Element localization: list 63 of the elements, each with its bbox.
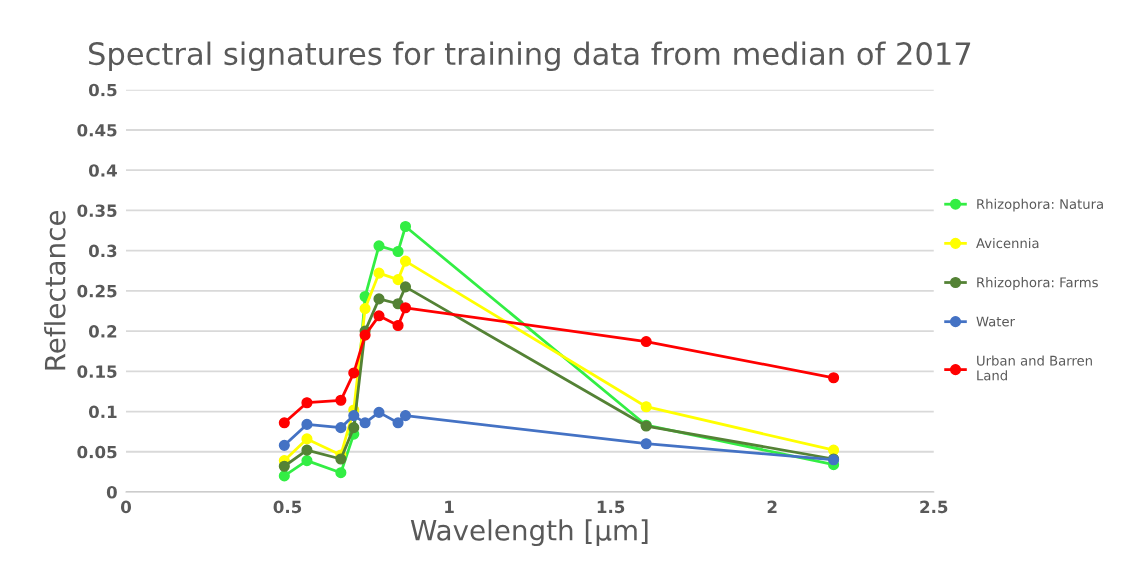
legend-label: Rhizophora: Farms bbox=[977, 277, 1098, 290]
point bbox=[301, 433, 313, 445]
legend-label: Rhizophora: Natura bbox=[977, 198, 1103, 212]
point bbox=[399, 255, 412, 267]
legend-label: Avicennia bbox=[976, 237, 1039, 249]
point bbox=[640, 401, 652, 413]
point bbox=[348, 422, 360, 434]
point bbox=[640, 438, 652, 450]
x-tick-label: 2.5 bbox=[920, 500, 948, 514]
point bbox=[301, 455, 313, 467]
y-tick-label: 0.2 bbox=[88, 325, 117, 338]
point bbox=[348, 367, 360, 379]
point bbox=[373, 240, 385, 252]
point bbox=[828, 372, 840, 384]
point bbox=[399, 220, 412, 233]
x-tick-label: 0 bbox=[121, 500, 131, 514]
point bbox=[373, 293, 385, 305]
x-tick-label: 1.5 bbox=[597, 500, 625, 514]
x-axis-title: Wavelength [µm] bbox=[410, 519, 648, 547]
y-tick-label: 0.15 bbox=[77, 365, 117, 378]
x-tick-label: 2 bbox=[767, 500, 777, 513]
legend-label: Urban and Barren Land bbox=[977, 355, 1092, 381]
y-tick-label: 0.25 bbox=[77, 284, 117, 298]
legend-label: Water bbox=[976, 316, 1015, 327]
point bbox=[399, 281, 412, 293]
point bbox=[359, 417, 371, 429]
point bbox=[392, 245, 404, 258]
point bbox=[335, 467, 347, 479]
point bbox=[335, 422, 347, 434]
point bbox=[392, 417, 404, 429]
point bbox=[301, 418, 313, 430]
point bbox=[392, 274, 404, 286]
chart-title: Spectral signatures for training data from median of 2017 bbox=[89, 41, 971, 72]
point bbox=[640, 336, 652, 348]
point bbox=[828, 444, 840, 456]
point bbox=[359, 329, 371, 341]
x-tick-label: 1 bbox=[445, 500, 454, 513]
point bbox=[373, 267, 385, 279]
point bbox=[373, 310, 385, 322]
point bbox=[399, 410, 412, 422]
y-tick-label: 0 bbox=[106, 485, 117, 499]
point bbox=[278, 470, 290, 482]
point bbox=[278, 439, 290, 451]
y-tick-label: 0.1 bbox=[88, 405, 117, 419]
point bbox=[399, 302, 412, 314]
point bbox=[278, 460, 290, 472]
point bbox=[392, 319, 404, 332]
point bbox=[278, 417, 290, 429]
y-tick-label: 0.5 bbox=[88, 83, 117, 97]
point bbox=[335, 394, 347, 406]
point bbox=[301, 397, 313, 409]
point bbox=[373, 406, 385, 418]
point bbox=[359, 303, 371, 315]
point bbox=[348, 410, 360, 422]
y-tick-label: 0.4 bbox=[88, 164, 117, 177]
y-axis-title: Reflectance bbox=[44, 210, 66, 370]
x-tick-label: 0.5 bbox=[273, 500, 302, 514]
y-tick-label: 0.05 bbox=[77, 445, 117, 459]
y-tick-label: 0.3 bbox=[88, 244, 117, 258]
y-tick-label: 0.45 bbox=[77, 123, 117, 137]
point bbox=[335, 453, 347, 465]
point bbox=[301, 444, 313, 456]
y-tick-label: 0.35 bbox=[77, 204, 117, 217]
